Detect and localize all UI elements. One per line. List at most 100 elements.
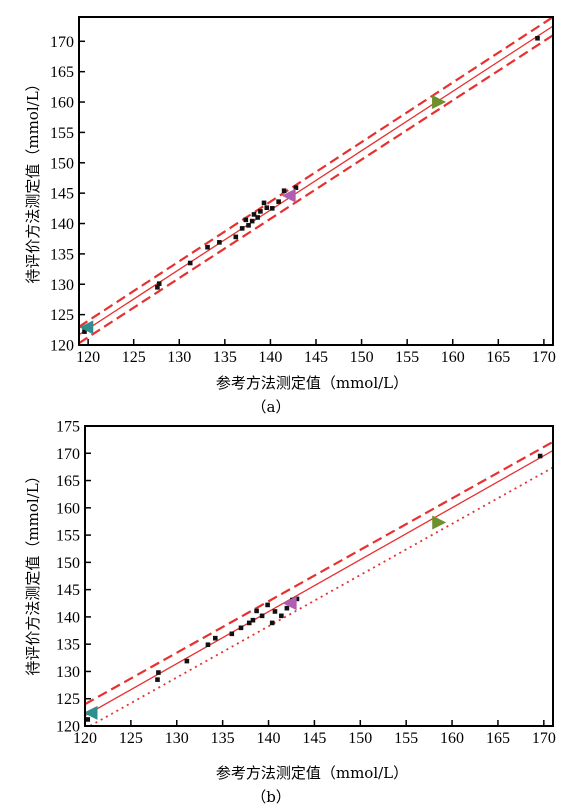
panel-a-data-point-8 <box>243 217 249 223</box>
panel-a-data-point-9 <box>246 223 251 228</box>
panel-a-data-point-4 <box>205 244 210 250</box>
panel-a-x-tick-label-130: 130 <box>167 349 191 366</box>
panel-a-label: （a） <box>252 398 291 416</box>
panel-a-data-point-17 <box>276 199 281 204</box>
panel-a-data-point-12 <box>255 215 260 220</box>
panel-a-data-point-6 <box>233 234 239 240</box>
panel-a-data-point-13 <box>258 209 263 214</box>
panel-b-x-tick-label-125: 125 <box>119 730 143 747</box>
panel-b-y-tick-label-175: 175 <box>56 419 80 436</box>
panel-b: 120 125 130 135 140 145 150 155 160 165 170 120 125 1… <box>24 419 556 807</box>
panel-a-data-point-10 <box>249 218 255 224</box>
panel-a-y-tick-label-155: 155 <box>50 125 74 142</box>
panel-b-line-dotted-2 <box>88 466 553 726</box>
panel-a-xlabel: 参考方法测定值（mmol/L） <box>216 374 408 392</box>
panel-a-data-point-5 <box>217 240 222 245</box>
panel-b-data-point-10 <box>254 608 259 614</box>
panel-b-ylabel: 待评价方法测定值（mmol/L） <box>24 468 42 675</box>
panel-a-x-tick-label-160: 160 <box>441 349 465 366</box>
panel-a-line-dashed-2 <box>79 34 553 345</box>
panel-b-data-point-9 <box>250 617 256 623</box>
panel-b-y-tick-label-150: 150 <box>56 555 80 572</box>
panel-a-x-tick-label-165: 165 <box>486 349 510 366</box>
panel-a-data-point-11 <box>251 212 257 217</box>
panel-b-marker-1 <box>282 596 297 611</box>
panel-a-ylabel: 待评价方法测定值（mmol/L） <box>24 76 42 283</box>
panel-a-line-dashed-1 <box>79 17 553 328</box>
panel-b-data-point-2 <box>156 670 161 675</box>
panel-a-marker-1 <box>281 188 296 203</box>
panel-a-y-tick-label-165: 165 <box>50 64 74 81</box>
panel-a-data-point-3 <box>187 260 193 266</box>
panel-a-data-point-14 <box>261 200 267 206</box>
panel-a-points <box>82 35 540 334</box>
panel-a-data-point-7 <box>239 226 245 231</box>
panel-b-x-tick-label-140: 140 <box>257 730 281 747</box>
panel-b-y-tick-label-145: 145 <box>56 582 80 599</box>
panel-b-data-point-18 <box>294 596 300 602</box>
panel-b-marker-2 <box>432 515 447 530</box>
panel-b-y-tick-label-170: 170 <box>56 446 80 463</box>
panel-b-x-tick-label-120: 120 <box>73 730 97 747</box>
panel-a-y-tick-label-170: 170 <box>50 34 74 51</box>
panel-b-line-solid-0 <box>85 449 553 717</box>
panel-a-marker-0 <box>79 320 94 335</box>
panel-a: 120 125 130 135 140 145 150 155 160 165 170 120 125 1… <box>24 16 556 416</box>
panel-b-data-point-1 <box>155 677 160 682</box>
panel-a-x-tick-label-140: 140 <box>258 349 282 366</box>
panel-b-label: （b） <box>251 788 291 806</box>
panel-b-y-tick-label-135: 135 <box>56 637 80 654</box>
panel-b-data-point-13 <box>269 620 275 626</box>
panel-b-data-point-3 <box>184 658 190 664</box>
panel-a-data-point-19 <box>293 185 299 190</box>
panel-a-y-tick-label-125: 125 <box>50 307 74 324</box>
panel-b-y-tick-label-165: 165 <box>56 473 80 490</box>
panel-b-data-point-11 <box>259 613 265 619</box>
panel-b-data-point-14 <box>272 609 278 614</box>
panel-a-data-point-18 <box>281 188 287 194</box>
panel-a-y-tick-label-145: 145 <box>50 186 74 203</box>
panel-b-x-tick-label-150: 150 <box>348 730 372 747</box>
panel-b-data-point-16 <box>284 605 290 611</box>
panel-a-marker-2 <box>432 95 447 110</box>
panel-b-x-tick-label-155: 155 <box>394 730 418 747</box>
panel-b-data-point-5 <box>213 635 218 641</box>
panel-b-plot-frame <box>84 425 554 727</box>
panel-b-x-tick-label-170: 170 <box>532 730 556 747</box>
panel-b-data-point-6 <box>229 631 235 637</box>
panel-a-plot-area: 120 125 130 135 140 145 150 155 160 165 170 120 125 1… <box>50 16 556 366</box>
panel-b-line-dashed-1 <box>85 440 553 706</box>
panel-b-data-point-12 <box>265 602 270 608</box>
panel-a-data-point-16 <box>269 206 275 211</box>
panel-a-x-tick-label-150: 150 <box>350 349 374 366</box>
panel-b-x-tick-label-145: 145 <box>302 730 326 747</box>
panel-a-y-tick-label-160: 160 <box>50 95 74 112</box>
panel-a-x-tick-label-125: 125 <box>122 349 146 366</box>
panel-b-y-tick-label-155: 155 <box>56 528 80 545</box>
panel-a-data-point-1 <box>155 284 160 290</box>
panel-a-fit-lines <box>79 17 553 345</box>
panel-b-plot-area: 120 125 130 135 140 145 150 155 160 165 170 120 125 1… <box>56 419 556 748</box>
panel-b-y-tick-label-120: 120 <box>56 719 80 736</box>
panel-b-data-point-8 <box>246 620 252 626</box>
panel-b-data-point-19 <box>537 453 543 459</box>
panel-a-y-tick-label-150: 150 <box>50 155 74 172</box>
panel-b-y-tick-label-140: 140 <box>56 609 80 626</box>
panel-a-data-point-15 <box>264 205 270 211</box>
panel-b-data-point-15 <box>279 613 284 619</box>
panel-b-y-tick-label-130: 130 <box>56 664 80 681</box>
panel-b-x-tick-label-160: 160 <box>440 730 464 747</box>
panel-b-marker-0 <box>83 705 98 720</box>
panel-a-x-tick-label-170: 170 <box>532 349 556 366</box>
panel-a-y-tick-label-120: 120 <box>50 338 74 355</box>
panel-a-x-tick-label-155: 155 <box>395 349 419 366</box>
panel-a-y-tick-label-135: 135 <box>50 246 74 263</box>
panel-b-x-tick-label-130: 130 <box>165 730 189 747</box>
panel-b-fit-lines <box>85 440 553 726</box>
panel-a-x-tick-label-145: 145 <box>304 349 328 366</box>
panel-a-x-tick-label-135: 135 <box>213 349 237 366</box>
panel-b-data-point-7 <box>238 625 244 631</box>
panel-b-data-point-4 <box>205 642 211 648</box>
panel-a-data-point-20 <box>535 35 540 41</box>
panel-a-x-tick-label-120: 120 <box>76 349 100 366</box>
